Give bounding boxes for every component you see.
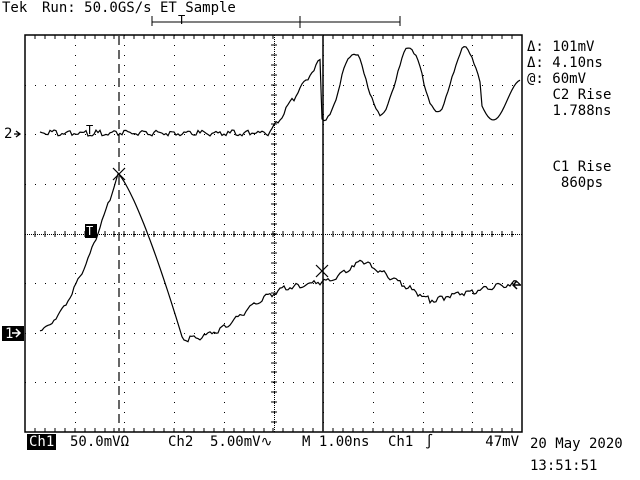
trigger-position-marker: T — [178, 13, 186, 27]
trigger-source: Ch1 — [388, 434, 414, 450]
trigger-point-marker: T — [86, 123, 94, 137]
channel-2-label[interactable]: Ch2 — [168, 434, 194, 450]
trigger-position-bar — [151, 16, 401, 28]
cursor-2-crosshair-mark — [315, 264, 329, 278]
date-readout: 20 May 2020 — [530, 436, 623, 452]
timebase-readout: M 1.00ns — [302, 434, 370, 450]
channel-1-arrow-icon — [12, 328, 22, 338]
time-readout: 13:51:51 — [530, 458, 598, 474]
cursor-1-crosshair-mark — [112, 167, 126, 181]
cursor-at-voltage: @: 60mV — [527, 71, 587, 87]
channel-2-arrow-icon — [14, 130, 22, 138]
channel-2-marker[interactable]: 2 — [4, 126, 13, 142]
channel-1-label[interactable]: Ch1 — [27, 434, 57, 450]
channel-2-waveform — [39, 45, 521, 137]
channel-1-marker: 1 — [5, 326, 14, 342]
graticule-grid — [24, 34, 522, 432]
measurement-1-label: C2 Rise — [552, 87, 612, 103]
channel-1-scale: 50.0mVΩ — [70, 434, 130, 450]
cursor-delta-voltage: Δ: 101mV — [527, 39, 595, 55]
brand-label: Tek — [2, 0, 28, 16]
acquisition-status: Run: 50.0GS/s ET Sample — [42, 0, 236, 16]
trigger-level-readout: 47mV — [485, 434, 519, 450]
trigger-slope-icon: ∫ — [425, 434, 434, 450]
channel-2-scale: 5.00mV∿ — [210, 434, 273, 450]
trigger-level-arrow-icon — [511, 280, 521, 290]
cursor-delta-time: Δ: 4.10ns — [527, 55, 603, 71]
measurement-2-value: 860ps — [560, 175, 604, 191]
measurement-2-label: C1 Rise — [552, 159, 612, 175]
trigger-level-marker: T — [86, 224, 94, 238]
trigger-level-box — [85, 224, 97, 238]
measurement-1-value: 1.788ns — [552, 103, 612, 119]
channel-1-waveform — [39, 172, 521, 343]
